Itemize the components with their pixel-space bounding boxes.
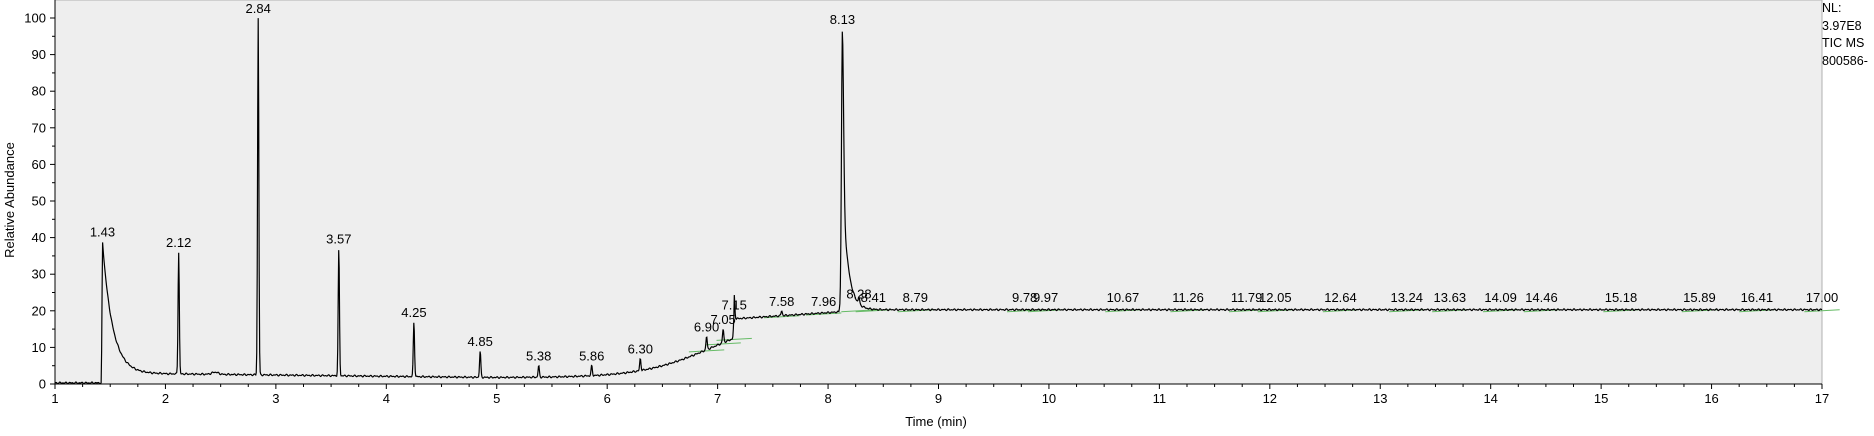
peak-label: 8.13 <box>830 12 855 27</box>
x-tick-label: 7 <box>714 391 721 406</box>
y-tick-label: 30 <box>32 267 46 282</box>
x-tick-label: 5 <box>493 391 500 406</box>
baseline-marker <box>841 309 877 313</box>
baseline-marker <box>1739 309 1775 313</box>
peak-label: 4.25 <box>401 305 426 320</box>
x-tick-label: 15 <box>1594 391 1608 406</box>
y-tick-label: 20 <box>32 303 46 318</box>
x-tick-label: 4 <box>383 391 390 406</box>
x-tick-label: 10 <box>1042 391 1056 406</box>
peak-label: 3.57 <box>326 232 351 247</box>
x-tick-label: 1 <box>51 391 58 406</box>
y-tick-label: 70 <box>32 120 46 135</box>
baseline-marker <box>688 349 725 353</box>
x-axis-title: Time (min) <box>905 414 967 429</box>
peak-label: 17.00 <box>1806 290 1839 305</box>
peak-label: 6.90 <box>694 319 719 334</box>
peak-label: 10.67 <box>1107 290 1140 305</box>
peak-label: 13.63 <box>1434 290 1467 305</box>
trace-info: NL: 3.97E8 TIC MS 800586- <box>1822 0 1868 70</box>
y-tick-label: 10 <box>32 340 46 355</box>
x-tick-label: 2 <box>162 391 169 406</box>
x-tick-label: 9 <box>935 391 942 406</box>
nl-value: 3.97E8 <box>1822 18 1862 33</box>
peak-label: 5.86 <box>579 349 604 364</box>
peak-label: 1.43 <box>90 224 115 239</box>
peak-label: 8.41 <box>861 290 886 305</box>
peak-labels: 1.43 2.12 2.84 3.57 4.25 4.85 5.38 5.86 6.30 6.90… <box>90 1 1838 364</box>
peak-label: 15.89 <box>1683 290 1716 305</box>
y-axis-ticks: 0 10 20 30 40 50 60 70 80 90 100 <box>24 11 55 392</box>
peak-label: 14.46 <box>1525 290 1558 305</box>
peak-label: 4.85 <box>468 334 493 349</box>
baseline-marker <box>1482 309 1519 313</box>
x-tick-label: 16 <box>1704 391 1718 406</box>
x-tick-label: 11 <box>1153 391 1167 406</box>
nl-label: NL: <box>1822 1 1842 15</box>
y-tick-label: 0 <box>39 377 46 392</box>
peak-label: 8.79 <box>903 290 928 305</box>
x-tick-label: 14 <box>1483 391 1497 406</box>
y-tick-label: 100 <box>24 11 46 26</box>
peak-label: 14.09 <box>1484 290 1517 305</box>
peak-label: 7.15 <box>722 297 747 312</box>
peak-label: 13.24 <box>1390 290 1423 305</box>
peak-label: 5.38 <box>526 349 551 364</box>
x-tick-label: 12 <box>1263 391 1277 406</box>
x-tick-label: 6 <box>604 391 611 406</box>
peak-label: 9.97 <box>1033 290 1058 305</box>
y-tick-label: 90 <box>32 47 46 62</box>
peak-label: 2.12 <box>166 235 191 250</box>
baseline-marker <box>1804 309 1840 313</box>
peak-label: 9.78 <box>1012 290 1037 305</box>
x-tick-label: 13 <box>1373 391 1387 406</box>
sample-name: 800586- <box>1822 53 1868 68</box>
peak-label: 7.58 <box>769 294 794 309</box>
x-tick-label: 3 <box>272 391 279 406</box>
peak-label: 16.41 <box>1741 290 1774 305</box>
x-tick-label: 8 <box>824 391 831 406</box>
trace-type: TIC MS <box>1822 36 1865 50</box>
y-tick-label: 50 <box>32 194 46 209</box>
peak-label: 7.96 <box>811 294 836 309</box>
y-tick-label: 60 <box>32 157 46 172</box>
y-tick-label: 80 <box>32 84 46 99</box>
peak-label: 12.64 <box>1324 290 1357 305</box>
peak-label: 15.18 <box>1605 290 1638 305</box>
peak-label: 7.05 <box>710 312 735 327</box>
peak-label: 6.30 <box>628 341 653 356</box>
baseline-marker <box>805 312 842 316</box>
peak-label: 8.28 <box>846 286 871 301</box>
peak-label: 2.84 <box>246 1 271 16</box>
baseline-marker <box>705 342 741 346</box>
tic-trace <box>54 18 1823 385</box>
plot-area <box>54 0 1823 385</box>
x-axis-ticks: 1 2 3 4 5 6 7 8 9 10 11 12 13 14 15 16 17 <box>51 384 1829 406</box>
peak-label: 12.05 <box>1259 290 1292 305</box>
peak-label: 11.26 <box>1172 290 1204 305</box>
y-axis-title: Relative Abundance <box>2 142 17 258</box>
peak-label: 11.79 <box>1231 290 1263 305</box>
y-tick-label: 40 <box>32 230 46 245</box>
x-tick-label: 17 <box>1815 391 1829 406</box>
